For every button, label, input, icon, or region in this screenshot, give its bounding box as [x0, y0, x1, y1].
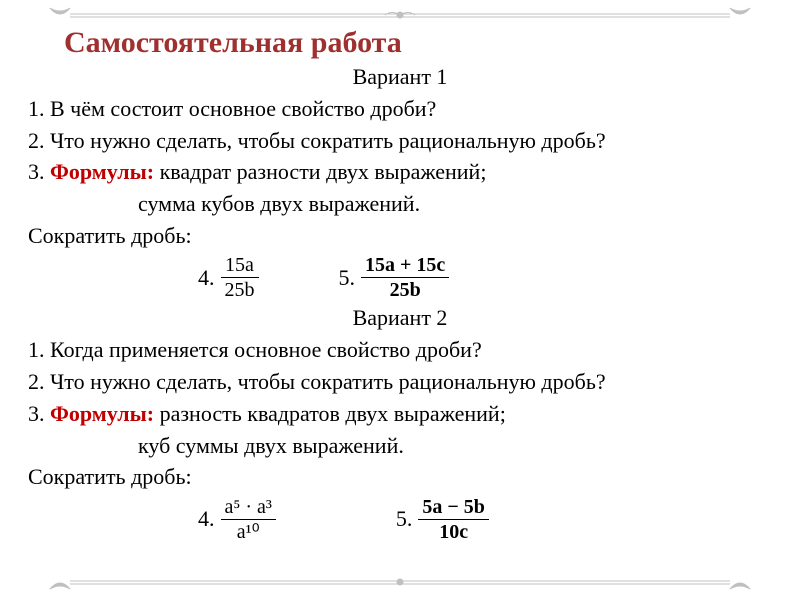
v1-p4-den: 25b: [221, 279, 259, 301]
v2-p4-den: a¹⁰: [233, 521, 264, 543]
v1-p4-frac: 15а 25b: [221, 254, 259, 301]
v1-reduce: Сократить дробь:: [28, 221, 772, 251]
v2-p5-frac: 5a − 5b 10c: [418, 496, 489, 543]
v2-q3: 3. Формулы: разность квадратов двух выра…: [28, 399, 772, 429]
ornament-bottom: [30, 573, 770, 598]
v1-p5-frac: 15a + 15c 25b: [361, 254, 449, 301]
v1-q3-label: Формулы:: [50, 159, 154, 184]
v1-q3: 3. Формулы: квадрат разности двух выраже…: [28, 157, 772, 187]
v1-q3-line2: сумма кубов двух выражений.: [138, 189, 772, 219]
v1-p4-label: 4.: [198, 265, 215, 291]
v2-p5: 5. 5a − 5b 10c: [396, 496, 489, 543]
v2-p4-label: 4.: [198, 506, 215, 532]
v2-reduce: Сократить дробь:: [28, 462, 772, 492]
v1-frac-row: 4. 15а 25b 5. 15a + 15c 25b: [198, 254, 772, 301]
v2-q1: 1. Когда применяется основное свойство д…: [28, 335, 772, 365]
v2-q3-label: Формулы:: [50, 401, 154, 426]
page-title: Самостоятельная работа: [64, 26, 772, 60]
fraction-bar: [221, 519, 276, 520]
fraction-bar: [361, 277, 449, 278]
v2-q3-rest: разность квадратов двух выражений;: [154, 401, 506, 426]
v2-p4: 4. a⁵ · a³ a¹⁰: [198, 496, 276, 543]
v1-q3-rest: квадрат разности двух выражений;: [154, 159, 486, 184]
v2-p4-num: a⁵ · a³: [221, 496, 276, 518]
v1-p5: 5. 15a + 15c 25b: [339, 254, 450, 301]
v2-q3-prefix: 3.: [28, 401, 50, 426]
v1-p5-label: 5.: [339, 265, 356, 291]
v1-q2: 2. Что нужно сделать, чтобы сократить ра…: [28, 126, 772, 156]
v1-p5-num: 15a + 15c: [361, 254, 449, 276]
v2-frac-row: 4. a⁵ · a³ a¹⁰ 5. 5a − 5b 10c: [198, 496, 772, 543]
v2-q3-line2: куб суммы двух выражений.: [138, 431, 772, 461]
ornament-top: [30, 4, 770, 29]
v2-p4-frac: a⁵ · a³ a¹⁰: [221, 496, 276, 543]
v2-q2: 2. Что нужно сделать, чтобы сократить ра…: [28, 367, 772, 397]
v1-p4-num: 15а: [221, 254, 258, 276]
variant1-label: Вариант 1: [28, 64, 772, 90]
fraction-bar: [221, 277, 259, 278]
v1-q3-prefix: 3.: [28, 159, 50, 184]
variant2-label: Вариант 2: [28, 305, 772, 331]
v2-p5-den: 10c: [435, 521, 472, 543]
v2-p5-label: 5.: [396, 506, 413, 532]
fraction-bar: [418, 519, 489, 520]
v2-p5-num: 5a − 5b: [418, 496, 489, 518]
v1-p4: 4. 15а 25b: [198, 254, 259, 301]
v1-p5-den: 25b: [386, 279, 425, 301]
v1-q1: 1. В чём состоит основное свойство дроби…: [28, 94, 772, 124]
